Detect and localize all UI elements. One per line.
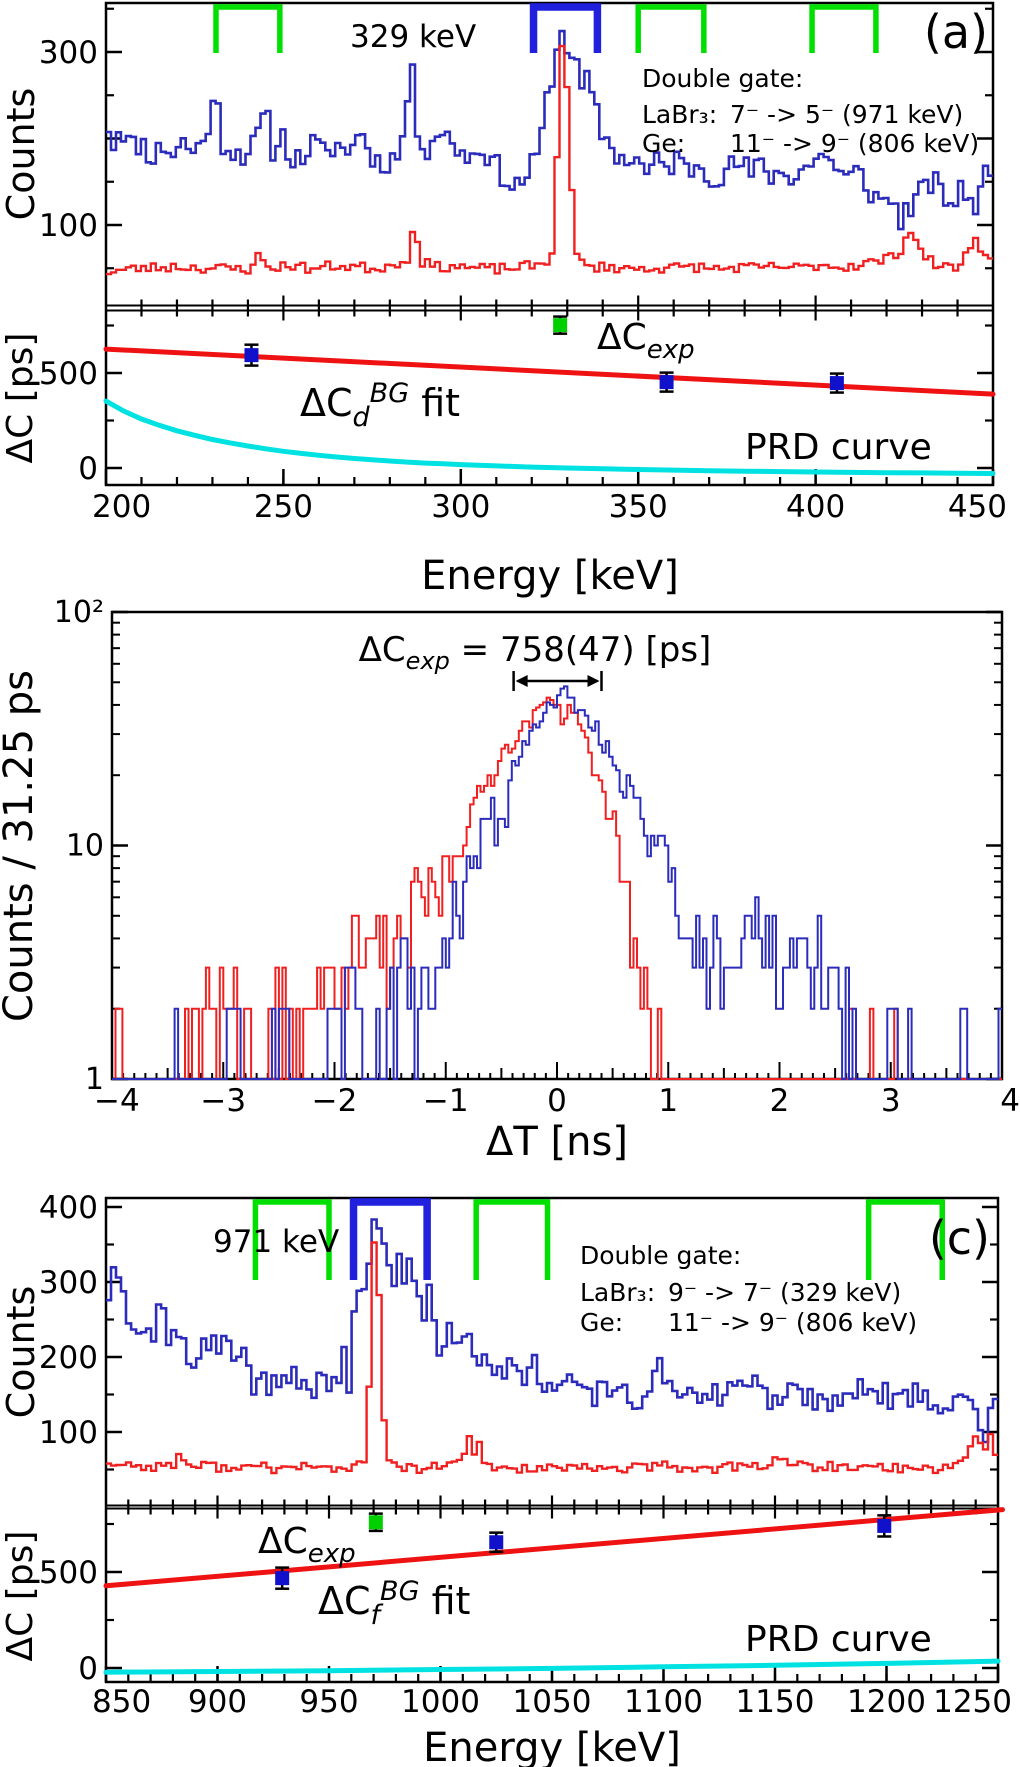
panel-a-legend-line2-transition: 11⁻ -> 9⁻ (806 keV) [730,129,979,158]
panel-a-legend-line1-transition: 7⁻ -> 5⁻ (971 keV) [730,100,963,129]
panel-b-dcexp-annotation: ΔCexp = 758(47) [ps] [359,630,712,675]
panel-b-xaxis-tick-label: −3 [200,1083,246,1119]
panel-c-green-gate [865,1199,945,1280]
panel-c-bgfit-label: ΔCfBG fit [318,1576,470,1631]
panel-a-prd-label: PRD curve [745,427,932,468]
panel-c-legend-line2-transition: 11⁻ -> 9⁻ (806 keV) [668,1308,917,1337]
panel-b-yaxis-tick-label: 10² [54,595,104,630]
panel-a-counts-yaxis-tick-label: 100 [39,208,98,244]
panel-c-xaxis-tick-label: 1000 [401,1684,480,1720]
panel-a-xaxis-tick-label: 350 [609,489,668,525]
panel-a-energy-axis-title: Energy [keV] [421,553,679,599]
panel-b-xaxis-tick-label: −2 [312,1083,358,1119]
panel-c-xaxis-tick-label: 900 [188,1684,247,1720]
panel-c-xaxis-tick-label: 1050 [513,1684,592,1720]
panel-a-bgfit-label: ΔCdBG fit [300,378,460,433]
panel-a-xaxis-tick-label: 200 [92,489,151,525]
panel-c-point-green-marker [368,1515,383,1530]
panel-b-xaxis-tick-label: 3 [881,1083,901,1119]
panel-a-deltac-axis-title: ΔC [ps] [0,333,41,464]
panel-a-point-blue-marker [659,375,674,390]
panel-a-green-gate [809,4,879,53]
panel-a-xaxis-tick-label: 250 [254,489,313,525]
panel-a-deltac-yaxis-tick-label: 0 [78,451,98,487]
panel-c-deltac-yaxis-tick-label: 0 [78,1651,98,1687]
panel-a-point-green-marker [553,318,568,333]
panel-b-blue-histogram [112,685,1002,1080]
panel-c-xaxis-tick-label: 1100 [624,1684,703,1720]
panel-a-point-blue-marker [244,348,259,363]
panel-c-blue-histogram [106,1218,998,1444]
panel-c-fit-line [103,1507,1005,1589]
panel-b-counts-axis-title: Counts / 31.25 ps [0,670,42,1022]
panel-a-blue-gate [529,3,602,53]
panel-a-dcexp-label: ΔCexp [597,317,695,365]
figure-text-layer: 329 keV (a) Double gate: LaBr₃: 7⁻ -> 5⁻… [0,5,990,1767]
panel-c-blue-gate [349,1198,431,1280]
panel-b-arrowhead-left [515,675,528,687]
panel-b-xaxis-tick-label: 0 [547,1083,567,1119]
panel-c-prd-curve [103,1658,1001,1675]
panel-a-legend-line2-detector: Ge: [642,129,685,158]
panel-c-tag: (c) [929,1211,990,1265]
panel-c-legend-line1-transition: 9⁻ -> 7⁻ (329 keV) [668,1278,901,1307]
panel-a-red-histogram [106,44,993,276]
panel-c-green-gate [473,1199,551,1280]
panel-a-legend-line1-detector: LaBr₃: [642,100,717,129]
panel-a-frame [104,1,995,487]
panel-c-counts-yaxis-tick-label: 200 [39,1340,98,1376]
panel-b-xaxis-tick-label: −1 [423,1083,469,1119]
panel-a-xaxis-tick-label: 450 [948,489,1007,525]
panel-a-point-blue-marker [829,376,844,391]
panel-c-xaxis-tick-label: 1250 [933,1684,1012,1720]
panel-b-xaxis-tick-label: −4 [94,1083,140,1119]
panel-a-xaxis-tick-label: 400 [786,489,845,525]
panel-c-counts-axis-title: Counts [0,1286,43,1419]
panel-c-counts-yaxis-tick-label: 300 [39,1265,98,1301]
panel-c-xaxis-tick-label: 1200 [847,1684,926,1720]
panel-c-energy-axis-title: Energy [keV] [423,1725,681,1767]
panel-a-deltac-yaxis-tick-label: 500 [39,356,98,392]
panel-c-peak-label: 971 keV [213,1224,339,1260]
panel-c-red-histogram [106,1241,998,1475]
panel-a-green-gate [213,4,283,53]
panel-a-counts-yaxis-tick-label: 300 [39,35,98,71]
panel-a-legend-title: Double gate: [642,64,803,93]
panel-c-prd-label: PRD curve [745,1619,932,1660]
panel-a-tag: (a) [924,5,988,59]
panel-c-point-blue-marker [275,1571,290,1586]
panel-c-legend-line1-detector: LaBr₃: [580,1278,655,1307]
panel-b-yaxis-tick-label: 1 [85,1062,104,1097]
panel-a-green-gate [635,4,707,53]
panel-c-counts-yaxis-tick-label: 400 [39,1190,98,1226]
panel-b-xaxis-tick-label: 2 [770,1083,790,1119]
panel-b-arrowhead-right [587,675,600,687]
panel-a-xaxis-tick-label: 300 [431,489,490,525]
panel-b-xaxis-tick-label: 4 [1000,1083,1020,1119]
panel-b-red-histogram [112,696,1002,1080]
panel-c-deltac-yaxis-tick-label: 500 [39,1555,98,1591]
panel-c-legend-line2-detector: Ge: [580,1308,623,1337]
panel-b-yaxis-tick-label: 10 [66,829,104,864]
panel-c-counts-yaxis-tick-label: 100 [39,1415,98,1451]
panel-b-deltat-axis-title: ΔT [ns] [486,1119,628,1165]
panel-a-blue-histogram [106,29,993,231]
panel-c-point-blue-marker [489,1535,504,1550]
panel-c-legend-title: Double gate: [580,1241,741,1270]
panel-c-deltac-axis-title: ΔC [ps] [0,1531,41,1662]
panel-c-xaxis-tick-label: 850 [92,1684,151,1720]
panel-a-counts-axis-title: Counts [0,88,43,221]
panel-a-prd-curve [103,398,996,476]
panel-c-xaxis-tick-label: 1150 [736,1684,815,1720]
panel-b-xaxis-tick-label: 1 [658,1083,678,1119]
panel-c-dcexp-label: ΔCexp [258,1521,356,1569]
panel-c-point-blue-marker [877,1518,892,1533]
panel-a-peak-label: 329 keV [350,19,476,55]
panel-c-xaxis-tick-label: 950 [299,1684,358,1720]
panel-c-green-gate [252,1199,332,1280]
